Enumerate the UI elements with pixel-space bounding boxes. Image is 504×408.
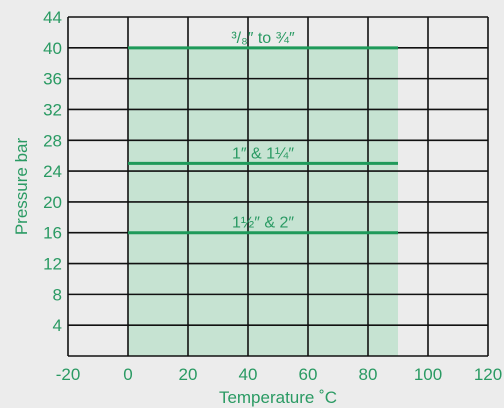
series-label-2: 1½″ & 2″ — [232, 215, 294, 232]
x-tick-label-2: 20 — [179, 365, 198, 384]
x-axis-title: Temperature ˚C — [219, 388, 337, 407]
y-tick-label-10: 44 — [43, 8, 62, 27]
series-label-1: 1″ & 1¼″ — [232, 145, 294, 162]
y-tick-label-0: 4 — [53, 316, 62, 335]
tick-labels-group: -20 0 20 40 60 80 100 120 4 8 12 16 20 24 28 32 36 40 44 — [43, 8, 502, 384]
y-tick-label-8: 36 — [43, 70, 62, 89]
x-tick-label-4: 60 — [299, 365, 318, 384]
y-tick-label-4: 20 — [43, 193, 62, 212]
series-label-0: ³/₈″ to ¾″ — [231, 30, 295, 47]
x-tick-label-7: 120 — [474, 365, 502, 384]
x-tick-label-1: 0 — [123, 365, 132, 384]
series-group: ³/₈″ to ¾″ 1″ & 1¼″ 1½″ & 2″ — [128, 30, 398, 235]
y-tick-label-5: 24 — [43, 162, 62, 181]
y-tick-label-6: 28 — [43, 131, 62, 150]
y-tick-label-7: 32 — [43, 100, 62, 119]
y-tick-label-2: 12 — [43, 255, 62, 274]
y-axis-title: Pressure bar — [12, 138, 31, 236]
x-tick-label-6: 100 — [414, 365, 442, 384]
x-tick-label-0: -20 — [56, 365, 81, 384]
y-tick-label-9: 40 — [43, 39, 62, 58]
x-tick-label-5: 80 — [359, 365, 378, 384]
y-tick-label-3: 16 — [43, 224, 62, 243]
x-tick-label-3: 40 — [239, 365, 258, 384]
y-tick-label-1: 8 — [53, 285, 62, 304]
